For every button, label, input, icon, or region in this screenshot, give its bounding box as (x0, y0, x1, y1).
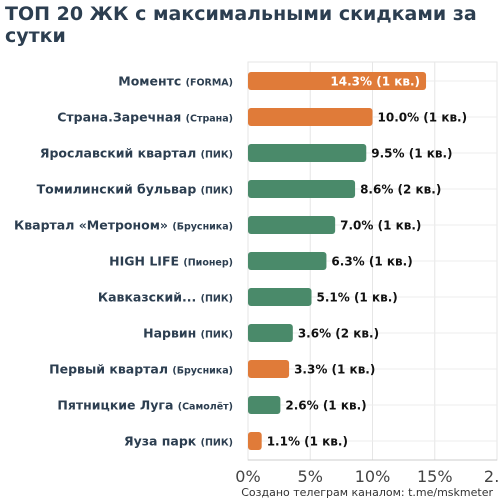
x-tick-label: 10% (355, 467, 391, 486)
bar (248, 108, 373, 126)
bar-value-label: 14.3% (1 кв.) (330, 75, 420, 89)
bar-value-label: 7.0% (1 кв.) (340, 219, 421, 233)
bar-value-label: 3.3% (1 кв.) (294, 363, 375, 377)
bar (248, 252, 327, 270)
x-tick-label: 5% (298, 467, 323, 486)
category-label: Страна.Заречная (Страна) (57, 110, 233, 125)
category-label: Первый квартал (Брусника) (49, 362, 233, 377)
bar (248, 396, 281, 414)
bar (248, 144, 367, 162)
bar-value-label: 1.1% (1 кв.) (267, 435, 348, 449)
bar-value-label: 9.5% (1 кв.) (371, 147, 452, 161)
bar-value-label: 6.3% (1 кв.) (331, 255, 412, 269)
footer-credit: Создано телеграм каналом: t.me/mskmeter (241, 486, 493, 499)
bar (248, 432, 262, 450)
bar (248, 360, 290, 378)
x-tick-label: 15% (417, 467, 453, 486)
bar (248, 216, 336, 234)
bar-value-label: 5.1% (1 кв.) (316, 291, 397, 305)
category-label: Квартал «Метроном» (Брусника) (14, 218, 233, 233)
bar-value-label: 2.6% (1 кв.) (285, 399, 366, 413)
chart-title: ТОП 20 ЖК с максимальными скидками за су… (5, 3, 477, 47)
bar (248, 324, 293, 342)
category-label: Моментс (FORMA) (118, 74, 233, 89)
bar-value-label: 10.0% (1 кв.) (378, 111, 468, 125)
category-label: Яуза парк (ПИК) (124, 434, 233, 449)
x-tick-label: 0% (235, 467, 260, 486)
bar (248, 72, 427, 90)
category-label: Томилинский бульвар (ПИК) (37, 182, 233, 197)
bar-value-label: 3.6% (2 кв.) (298, 327, 379, 341)
category-label: HIGH LIFE (Пионер) (109, 254, 233, 269)
bar (248, 180, 356, 198)
bar (248, 288, 312, 306)
category-label: Ярославский квартал (ПИК) (40, 146, 233, 161)
category-label: Пятницкие Луга (Самолёт) (57, 398, 233, 413)
bar-value-label: 8.6% (2 кв.) (360, 183, 441, 197)
category-label: Нарвин (ПИК) (143, 326, 233, 341)
x-tick-label: 2… (484, 467, 500, 486)
category-label: Кавказский... (ПИК) (98, 290, 233, 305)
